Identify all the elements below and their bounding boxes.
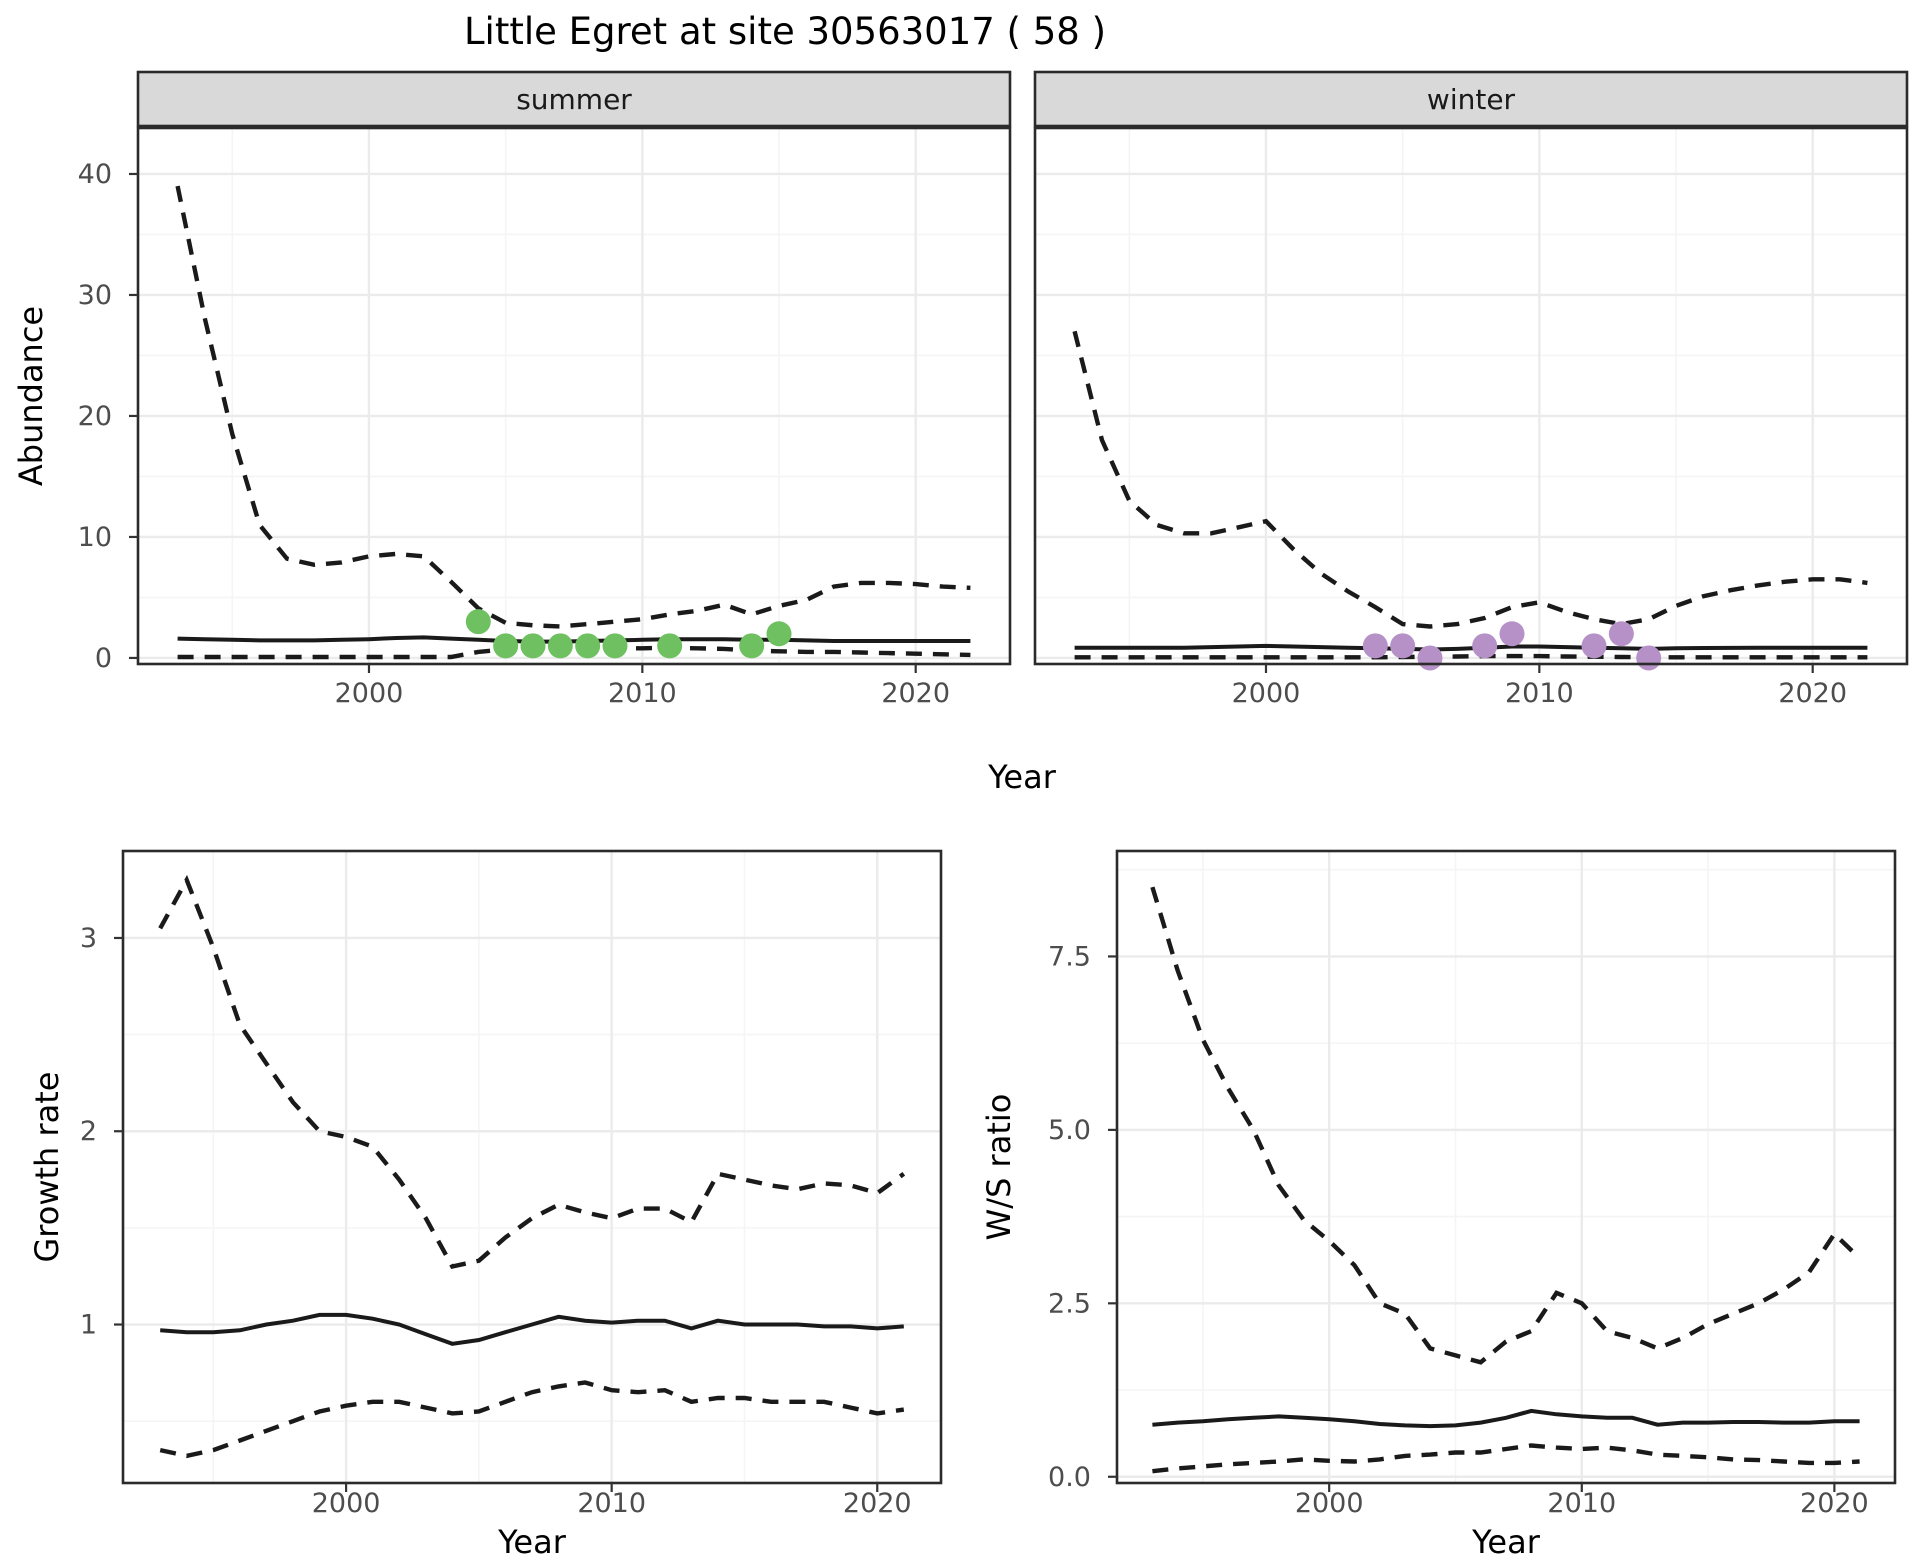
- y-axis-title: W/S ratio: [980, 1094, 1018, 1241]
- panel-growth-rate-lower-ci-line: [159, 1380, 905, 1459]
- panel-abundance-winter-observed-point: [1608, 621, 1634, 647]
- x-tick-label: 2010: [1547, 1488, 1616, 1519]
- x-tick-label: 2000: [1232, 678, 1301, 709]
- panel-ws-ratio-border: [1115, 849, 1897, 1485]
- panel-ws-ratio-upper-ci-line: [1150, 886, 1862, 1365]
- facet-strip-label-winter: winter: [1427, 83, 1516, 116]
- y-axis-title: Growth rate: [28, 1072, 66, 1263]
- panel-ws-ratio-median-line: [1152, 1408, 1860, 1429]
- y-tick-label: 5.0: [1048, 1115, 1091, 1146]
- panel-abundance-winter-background: [1035, 128, 1907, 664]
- panel-growth-rate-upper-ci-line: [158, 874, 906, 1269]
- chart-title: Little Egret at site 30563017 ( 58 ): [464, 10, 1106, 53]
- y-axis-title: Abundance: [12, 306, 50, 486]
- panels-group: summer 2000 2010 2020 winter 2000 2010 2020 0 10 2…: [12, 70, 1909, 1560]
- facet-strip-summer: [136, 70, 1012, 128]
- panel-abundance-summer-background: [138, 128, 1010, 664]
- panel-abundance-winter-observed-point: [1472, 633, 1498, 659]
- panel-abundance-winter-observed-point: [1581, 633, 1607, 659]
- x-tick-label: 2020: [881, 678, 950, 709]
- x-axis-title: Year: [497, 1523, 567, 1560]
- panel-abundance-winter-upper-ci-line: [1072, 330, 1868, 629]
- panel-abundance-winter-lower-ci-line: [1074, 653, 1868, 660]
- y-tick-label: 40: [78, 159, 112, 190]
- panel-ws-ratio-background: [1117, 851, 1895, 1483]
- panel-abundance-summer-observed-point: [465, 609, 491, 635]
- panel-abundance-summer-observed-point: [602, 633, 628, 659]
- panel-growth-rate-background: [123, 851, 941, 1483]
- panel-abundance-summer-observed-point: [520, 633, 546, 659]
- panel-abundance-summer-lower-ci-line: [177, 645, 971, 660]
- facet-strip-winter: [1033, 70, 1909, 128]
- panel-abundance-winter-observed-point: [1362, 633, 1388, 659]
- y-tick-label: 1: [80, 1310, 97, 1341]
- x-tick-label: 2010: [577, 1488, 646, 1519]
- y-tick-label: 2.5: [1048, 1288, 1091, 1319]
- y-tick-label: 3: [80, 923, 97, 954]
- y-tick-label: 0: [95, 643, 112, 674]
- panel-abundance-summer-border: [136, 126, 1012, 666]
- panel-abundance-winter-observed-point: [1417, 645, 1443, 671]
- panel-abundance-summer: 2000 2010 2020: [136, 126, 1012, 709]
- x-tick-label: 2020: [843, 1488, 912, 1519]
- panel-abundance-winter-observed-point: [1390, 633, 1416, 659]
- x-tick-label: 2010: [608, 678, 677, 709]
- facet-strip-label-summer: summer: [516, 83, 632, 116]
- x-axis-title: Year: [987, 758, 1057, 796]
- x-tick-label: 2000: [335, 678, 404, 709]
- panel-ws-ratio-lower-ci-line: [1152, 1443, 1860, 1474]
- x-tick-label: 2010: [1505, 678, 1574, 709]
- y-tick-label: 30: [78, 280, 112, 311]
- y-tick-label: 7.5: [1048, 941, 1091, 972]
- panel-abundance-summer-observed-point: [493, 633, 519, 659]
- y-tick-label: 10: [78, 522, 112, 553]
- x-tick-label: 2000: [312, 1488, 381, 1519]
- x-tick-label: 2020: [1800, 1488, 1869, 1519]
- panel-growth-rate: 2000 2010 2020: [121, 849, 943, 1519]
- panel-abundance-summer-observed-point: [657, 633, 683, 659]
- panel-growth-rate-median-line: [160, 1312, 904, 1346]
- panel-abundance-summer-median-line: [177, 635, 971, 644]
- y-tick-label: 2: [80, 1116, 97, 1147]
- x-axis-title: Year: [1471, 1523, 1541, 1560]
- x-tick-label: 2000: [1295, 1488, 1364, 1519]
- panel-abundance-winter-observed-point: [1636, 645, 1662, 671]
- panel-abundance-summer-observed-point: [547, 633, 573, 659]
- x-tick-label: 2020: [1778, 678, 1847, 709]
- panel-ws-ratio: 2000 2010 2020: [1115, 849, 1897, 1519]
- panel-abundance-summer-upper-ci-line: [175, 185, 971, 629]
- panel-abundance-winter-observed-point: [1499, 621, 1525, 647]
- panel-abundance-summer-observed-point: [575, 633, 601, 659]
- panel-abundance-winter-border: [1033, 126, 1909, 666]
- panel-abundance-winter-median-line: [1074, 643, 1868, 652]
- y-tick-label: 20: [78, 401, 112, 432]
- y-tick-label: 0.0: [1048, 1462, 1091, 1493]
- panel-abundance-winter: 2000 2010 2020: [1033, 126, 1909, 709]
- panel-abundance-summer-observed-point: [766, 621, 792, 647]
- panel-growth-rate-border: [121, 849, 943, 1485]
- panel-abundance-summer-observed-point: [739, 633, 765, 659]
